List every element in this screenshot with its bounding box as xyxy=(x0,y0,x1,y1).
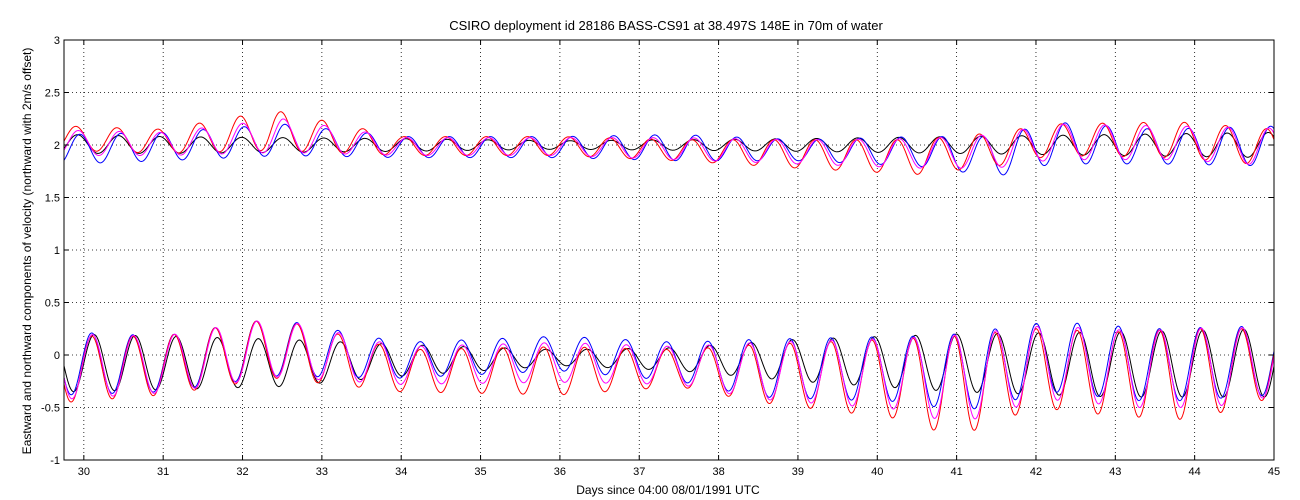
series-line-eastward-black xyxy=(63,328,1275,398)
x-tick-label-35: 35 xyxy=(474,466,486,478)
x-tick-label-45: 45 xyxy=(1268,466,1280,478)
x-axis-label: Days since 04:00 08/01/1991 UTC xyxy=(576,483,760,497)
chart-title: CSIRO deployment id 28186 BASS-CS91 at 3… xyxy=(449,18,883,33)
x-tick-label-36: 36 xyxy=(554,466,566,478)
x-tick-label-43: 43 xyxy=(1109,466,1121,478)
series-line-eastward-magenta xyxy=(63,320,1275,420)
grid-layer xyxy=(64,40,1274,460)
y-tick-label-1.5: 1.5 xyxy=(45,193,60,205)
y-axis-label: Eastward and northward components of vel… xyxy=(20,48,34,455)
x-tick-label-44: 44 xyxy=(1189,466,1201,478)
y-tick-label--0.5: -0.5 xyxy=(41,403,60,415)
x-tick-label-34: 34 xyxy=(395,466,407,478)
x-tick-label-32: 32 xyxy=(236,466,248,478)
x-tick-label-37: 37 xyxy=(633,466,645,478)
tick-layer: 30 31 32 33 34 35 36 37 38 39 40 41 42 43 44 45-1-0.500… xyxy=(41,35,1280,478)
series-line-northward-offset-2-red xyxy=(63,111,1275,175)
y-tick-label-0: 0 xyxy=(54,350,60,362)
series-line-northward-offset-2-blue xyxy=(63,122,1275,176)
x-tick-label-38: 38 xyxy=(712,466,724,478)
y-tick-label-3: 3 xyxy=(54,35,60,47)
y-tick-label-2: 2 xyxy=(54,140,60,152)
x-tick-label-30: 30 xyxy=(78,466,90,478)
series-line-northward-offset-2-magenta xyxy=(63,118,1275,169)
y-tick-label-2.5: 2.5 xyxy=(45,88,60,100)
series-layer xyxy=(63,111,1275,431)
x-tick-label-40: 40 xyxy=(871,466,883,478)
x-tick-label-33: 33 xyxy=(316,466,328,478)
x-tick-label-39: 39 xyxy=(792,466,804,478)
x-tick-label-42: 42 xyxy=(1030,466,1042,478)
y-tick-label--1: -1 xyxy=(50,455,60,467)
x-tick-label-31: 31 xyxy=(157,466,169,478)
y-tick-label-1: 1 xyxy=(54,245,60,257)
y-tick-label-0.5: 0.5 xyxy=(45,298,60,310)
x-tick-label-41: 41 xyxy=(950,466,962,478)
